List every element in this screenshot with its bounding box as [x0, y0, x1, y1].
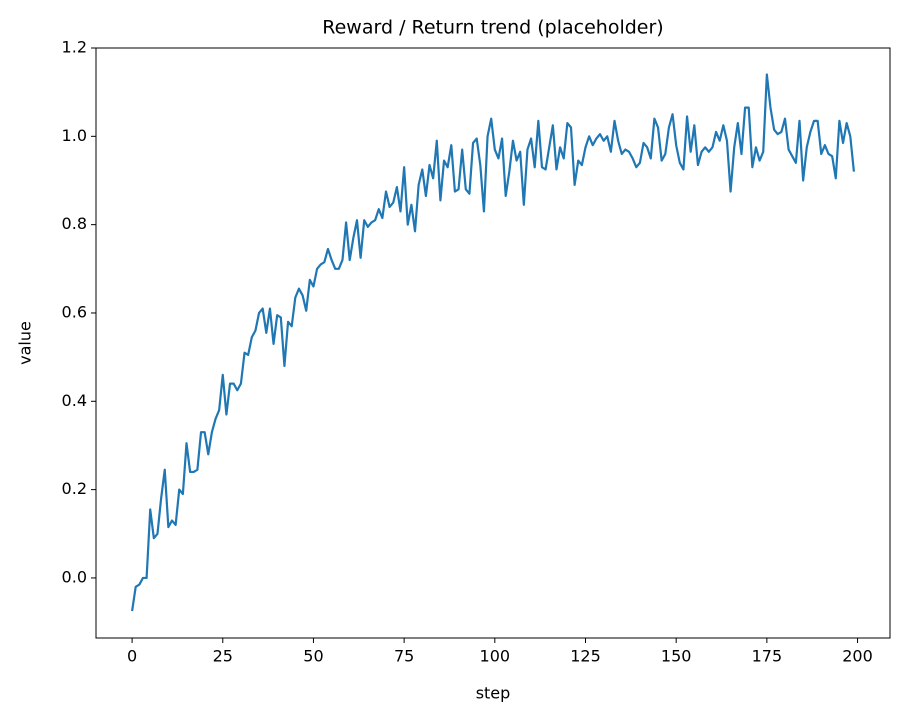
chart-title: Reward / Return trend (placeholder)	[322, 17, 663, 39]
x-tick-label: 200	[842, 647, 873, 666]
x-tick-label: 25	[213, 647, 233, 666]
data-line	[131, 73, 856, 612]
x-tick-label: 175	[752, 647, 783, 666]
y-axis-label: value	[16, 321, 35, 365]
x-tick-label: 150	[661, 647, 692, 666]
y-tick-label: 0.6	[62, 302, 87, 321]
x-tick-label: 100	[480, 647, 511, 666]
x-tick-label: 0	[127, 647, 137, 666]
x-axis-label: step	[476, 684, 511, 703]
x-tick-label: 75	[394, 647, 414, 666]
y-tick-label: 0.0	[62, 567, 87, 586]
y-tick-label: 1.0	[62, 126, 87, 145]
y-tick-label: 0.2	[62, 479, 87, 498]
plot-frame	[95, 47, 891, 639]
y-tick-label: 0.8	[62, 214, 87, 233]
x-tick-label: 50	[303, 647, 323, 666]
y-tick-label: 0.4	[62, 391, 87, 410]
x-tick-label: 125	[570, 647, 601, 666]
y-tick-label: 1.2	[62, 38, 87, 57]
